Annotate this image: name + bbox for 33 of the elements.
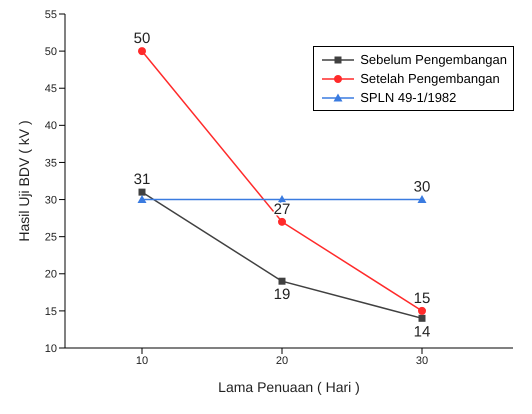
data-label: 30 (414, 178, 430, 196)
point (138, 188, 146, 196)
point (138, 195, 146, 204)
data-label: 50 (134, 30, 150, 48)
point (138, 47, 146, 56)
y-tick-label: 50 (44, 46, 57, 58)
y-tick-label: 45 (44, 83, 57, 96)
y-tick-label: 10 (44, 342, 57, 355)
legend-label: SPLN 49-1/1982 (360, 90, 456, 105)
point (418, 314, 426, 322)
x-tick-label: 30 (416, 354, 428, 367)
data-label: 31 (134, 171, 150, 188)
point (418, 306, 426, 315)
legend-label: Setelah Pengembangan (360, 71, 500, 86)
y-tick-label: 55 (44, 8, 57, 21)
y-tick-label: 35 (44, 157, 57, 170)
x-tick-label: 20 (276, 354, 288, 367)
y-tick-label: 30 (44, 194, 57, 206)
point (418, 195, 426, 204)
point (278, 278, 286, 285)
y-tick-label: 40 (44, 120, 57, 132)
data-label: 14 (414, 323, 430, 340)
y-tick-label: 20 (44, 268, 57, 281)
x-tick-label: 10 (136, 354, 148, 367)
data-label: 15 (414, 290, 430, 307)
data-label: 19 (274, 286, 290, 304)
data-label: 27 (274, 200, 290, 218)
legend-label: Sebelum Pengembangan (360, 52, 507, 67)
point (278, 218, 286, 226)
x-axis-title: Lama Penuaan ( Hari ) (218, 379, 360, 395)
y-axis-title: Hasil Uji BDV ( kV ) (16, 120, 32, 242)
y-tick-label: 15 (44, 306, 57, 318)
y-tick-label: 25 (44, 232, 57, 244)
